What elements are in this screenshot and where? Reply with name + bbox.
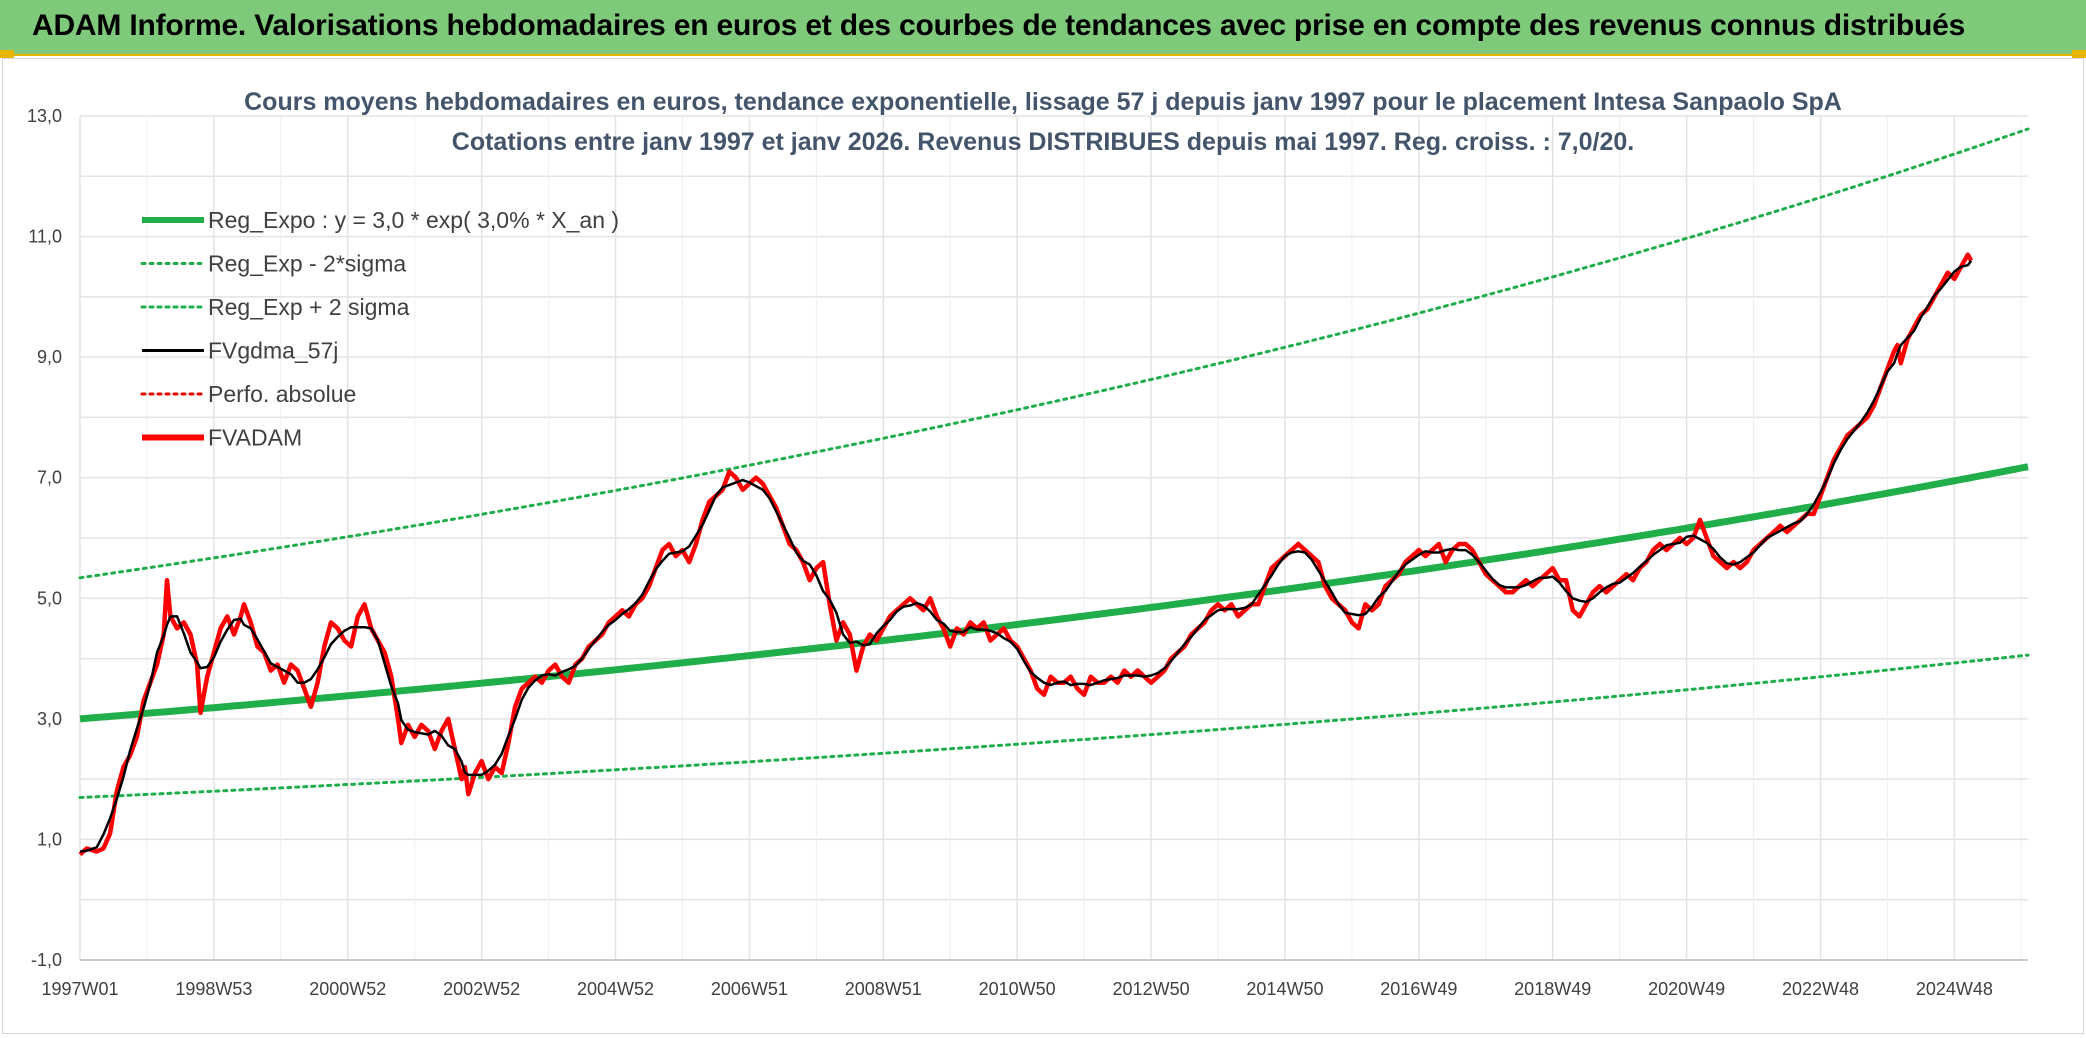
y-tick-label: 9,0 xyxy=(37,347,62,367)
y-tick-label: 5,0 xyxy=(37,588,62,608)
chart-title-line1: Cours moyens hebdomadaires en euros, ten… xyxy=(244,88,1842,116)
page-title: ADAM Informe. Valorisations hebdomadaire… xyxy=(32,9,1966,42)
x-tick-label: 2020W49 xyxy=(1648,979,1725,999)
x-tick-label: 2022W48 xyxy=(1782,979,1859,999)
legend: Reg_Expo : y = 3,0 * exp( 3,0% * X_an ) R… xyxy=(140,207,619,451)
legend-label: FVgdma_57j xyxy=(208,338,338,364)
legend-label: Reg_Exp - 2*sigma xyxy=(208,251,406,277)
x-tick-label: 2004W52 xyxy=(577,979,654,999)
series-layer xyxy=(78,127,2030,857)
legend-label: Reg_Expo : y = 3,0 * exp( 3,0% * X_an ) xyxy=(208,207,619,233)
y-tick-label: 7,0 xyxy=(37,468,62,488)
x-tick-label: 1997W01 xyxy=(41,979,118,999)
reg-exp-plus-2sigma-line xyxy=(78,127,2030,580)
x-tick-label: 2018W49 xyxy=(1514,979,1591,999)
x-tick-label: 2024W48 xyxy=(1916,979,1993,999)
x-tick-label: 2012W50 xyxy=(1113,979,1190,999)
x-tick-label: 2000W52 xyxy=(309,979,386,999)
chart-frame xyxy=(2,58,2084,1034)
x-tick-label: 2010W50 xyxy=(979,979,1056,999)
y-tick-label: 11,0 xyxy=(28,227,62,247)
header-banner xyxy=(0,0,2086,56)
chart-title-line2: Cotations entre janv 1997 et janv 2026. … xyxy=(452,128,1634,156)
reg-exp-minus-2sigma-line xyxy=(78,653,2030,799)
x-tick-label: 2006W51 xyxy=(711,979,788,999)
legend-label: FVADAM xyxy=(208,425,302,451)
legend-label: Reg_Exp + 2 sigma xyxy=(208,294,410,320)
axis-layer: 13,0 11,0 9,0 7,0 5,0 3,0 1,0 -1,0 1997W01 1998W5… xyxy=(27,106,2028,999)
x-tick-label: 2016W49 xyxy=(1380,979,1457,999)
banner-corner-right xyxy=(2072,50,2086,58)
x-tick-label: 1998W53 xyxy=(175,979,252,999)
y-tick-label: 13,0 xyxy=(27,106,62,126)
y-tick-label: 3,0 xyxy=(37,709,62,729)
fvadam-line xyxy=(78,252,1974,857)
legend-label: Perfo. absolue xyxy=(208,381,356,407)
fvgdma-57j-line xyxy=(79,259,1973,853)
y-tick-label: 1,0 xyxy=(37,829,62,849)
y-tick-label: -1,0 xyxy=(31,950,62,970)
x-tick-label: 2008W51 xyxy=(845,979,922,999)
x-tick-label: 2002W52 xyxy=(443,979,520,999)
grid-layer xyxy=(79,115,2028,961)
x-tick-label: 2014W50 xyxy=(1246,979,1323,999)
banner-corner-left xyxy=(0,50,14,58)
